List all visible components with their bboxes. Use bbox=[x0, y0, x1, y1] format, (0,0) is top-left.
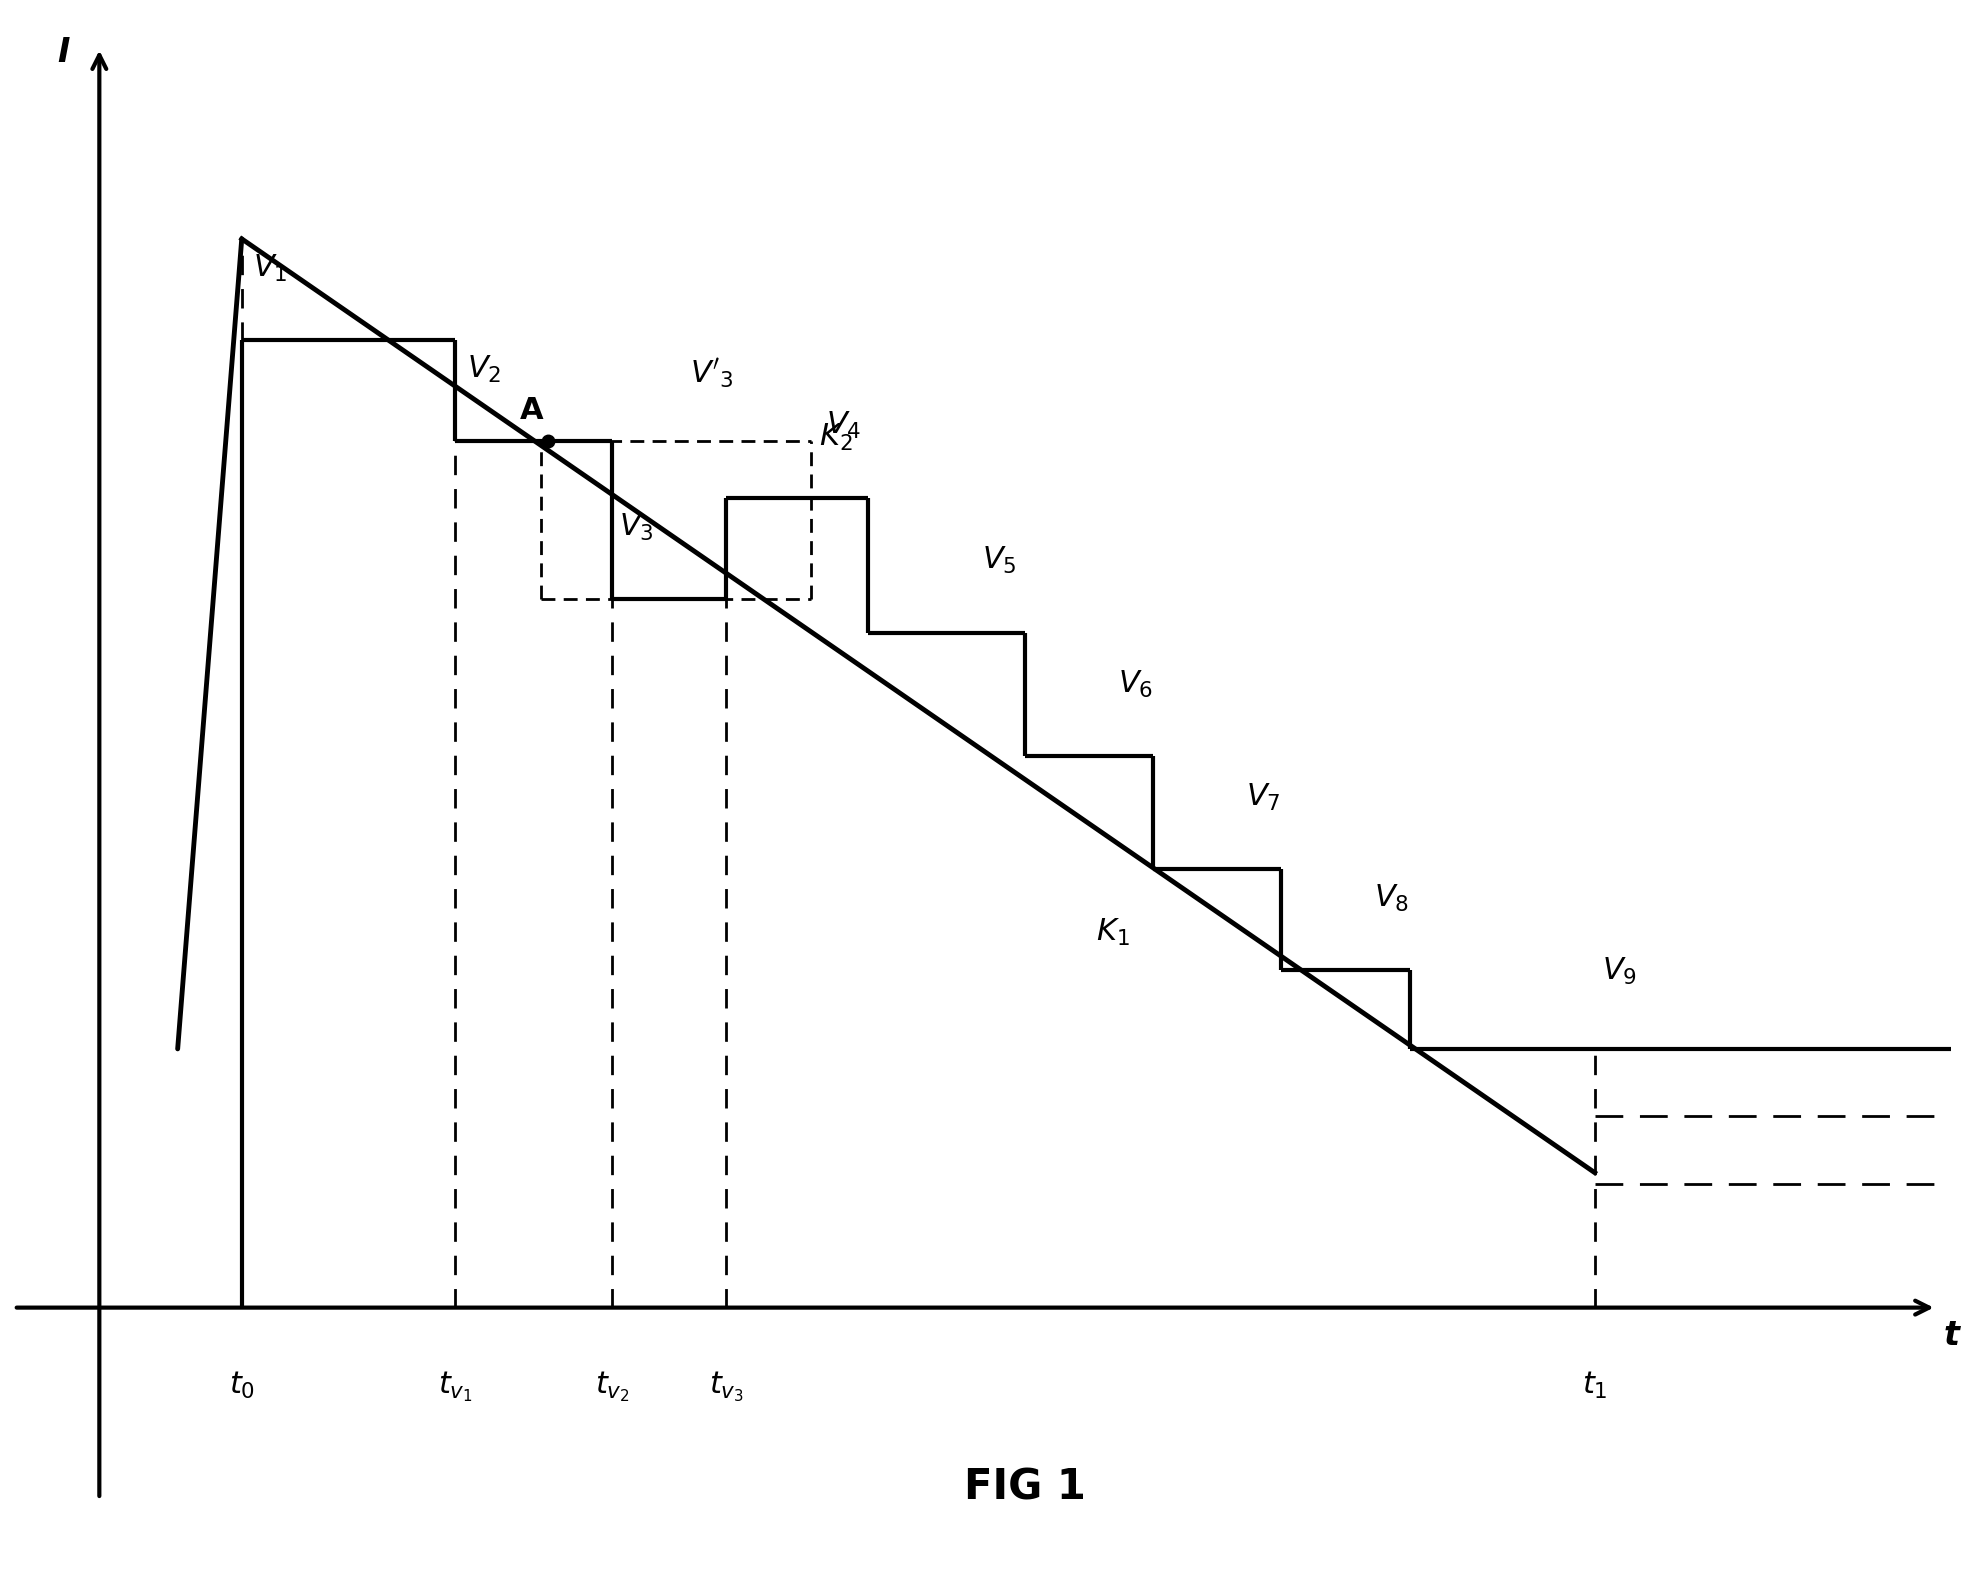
Text: $V_5$: $V_5$ bbox=[982, 546, 1017, 576]
Text: A: A bbox=[519, 395, 543, 425]
Text: t: t bbox=[1943, 1320, 1959, 1352]
Text: $t_1$: $t_1$ bbox=[1582, 1370, 1608, 1401]
Text: $V_8$: $V_8$ bbox=[1375, 883, 1408, 913]
Text: $V_4$: $V_4$ bbox=[826, 410, 861, 441]
Text: $t_0$: $t_0$ bbox=[229, 1370, 255, 1401]
Text: $V_9$: $V_9$ bbox=[1602, 956, 1637, 987]
Text: $V_1$: $V_1$ bbox=[253, 253, 288, 284]
Text: $K_2$: $K_2$ bbox=[818, 422, 851, 452]
Text: $K_1$: $K_1$ bbox=[1096, 916, 1130, 948]
Text: I: I bbox=[57, 36, 69, 69]
Text: $V_3$: $V_3$ bbox=[618, 511, 654, 543]
Text: $t_{v_3}$: $t_{v_3}$ bbox=[709, 1370, 743, 1404]
Text: FIG 1: FIG 1 bbox=[964, 1467, 1086, 1509]
Text: $t_{v_1}$: $t_{v_1}$ bbox=[438, 1370, 472, 1404]
Text: $V_7$: $V_7$ bbox=[1246, 781, 1280, 813]
Text: $V_6$: $V_6$ bbox=[1118, 668, 1153, 700]
Text: $V'_3$: $V'_3$ bbox=[691, 356, 735, 391]
Text: $t_{v_2}$: $t_{v_2}$ bbox=[594, 1370, 630, 1404]
Text: $V_2$: $V_2$ bbox=[466, 355, 502, 384]
